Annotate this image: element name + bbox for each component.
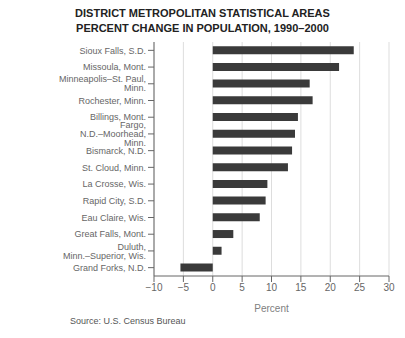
svg-text:30: 30 <box>383 282 395 293</box>
svg-text:Great Falls, Mont.: Great Falls, Mont. <box>74 229 146 239</box>
html-text:PERCENT CHANGE IN POPULATION,: PERCENT CHANGE IN POPULATION, 1990–2000 <box>76 22 329 34</box>
svg-text:Billings, Mont.: Billings, Mont. <box>90 112 146 122</box>
svg-text:25: 25 <box>354 282 366 293</box>
svg-text:Missoula, Mont.: Missoula, Mont. <box>83 62 146 72</box>
svg-text:Eau Claire, Wis.: Eau Claire, Wis. <box>81 213 146 223</box>
svg-text:St. Cloud, Minn.: St. Cloud, Minn. <box>82 163 146 173</box>
svg-text:Duluth,Minn.–Superior, Wis.: Duluth,Minn.–Superior, Wis. <box>63 242 146 261</box>
svg-text:Grand Forks, N.D.: Grand Forks, N.D. <box>73 263 146 273</box>
svg-text:20: 20 <box>325 282 337 293</box>
html-text:Source: U.S. Census Bureau: Source: U.S. Census Bureau <box>70 316 186 326</box>
svg-text:La Crosse, Wis.: La Crosse, Wis. <box>82 179 146 189</box>
svg-text:Rapid City, S.D.: Rapid City, S.D. <box>83 196 146 206</box>
svg-text:Fargo,N.D.–Moorhead,Minn.: Fargo,N.D.–Moorhead,Minn. <box>80 120 146 148</box>
svg-text:5: 5 <box>239 282 245 293</box>
svg-text:Minneapolis–St. Paul,Minn.: Minneapolis–St. Paul,Minn. <box>59 74 146 93</box>
html-text:DISTRICT METROPOLITAN STATISTI: DISTRICT METROPOLITAN STATISTICAL AREAS <box>75 7 330 19</box>
svg-text:−5: −5 <box>178 282 190 293</box>
svg-text:Sioux Falls, S.D.: Sioux Falls, S.D. <box>79 46 146 56</box>
svg-text:15: 15 <box>295 282 307 293</box>
svg-text:Percent: Percent <box>254 303 289 314</box>
svg-text:0: 0 <box>210 282 216 293</box>
svg-text:10: 10 <box>266 282 278 293</box>
svg-text:Bismarck, N.D.: Bismarck, N.D. <box>86 145 146 156</box>
svg-text:Rochester, Minn.: Rochester, Minn. <box>78 96 146 106</box>
svg-text:−10: −10 <box>146 282 163 293</box>
